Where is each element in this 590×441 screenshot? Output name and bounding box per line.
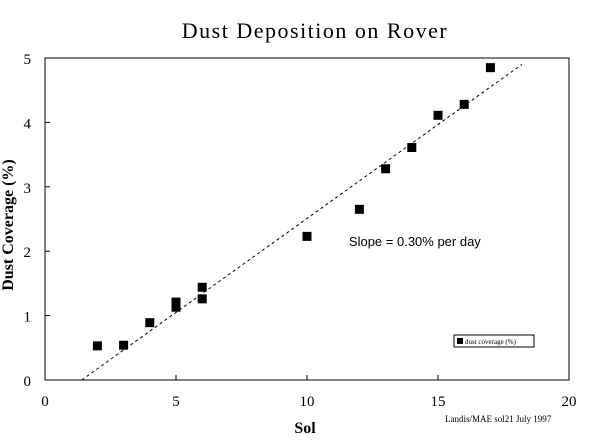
y-tick-label: 2	[24, 245, 32, 261]
legend: dust coverage (%)	[453, 334, 535, 348]
data-point	[381, 164, 391, 174]
chart-title: Dust Deposition on Rover	[182, 18, 448, 43]
data-point	[197, 282, 207, 292]
data-point	[485, 63, 495, 73]
data-point	[302, 231, 312, 241]
x-tick-label: 20	[562, 394, 577, 410]
legend-label: dust coverage (%)	[465, 338, 517, 346]
data-point	[171, 302, 181, 312]
y-tick-label: 1	[24, 310, 32, 326]
data-point	[459, 99, 469, 109]
x-tick-label: 0	[41, 394, 49, 410]
y-tick-label: 0	[24, 374, 32, 390]
y-tick-label: 5	[24, 52, 32, 68]
x-tick-label: 5	[172, 394, 180, 410]
x-tick-label: 15	[431, 394, 446, 410]
y-axis-label: Dust Coverage (%)	[0, 159, 17, 291]
data-points	[92, 63, 495, 351]
data-point	[197, 294, 207, 304]
data-point	[171, 297, 181, 307]
axes: 0 1 2 3 4 5 0 5 10 15 20	[24, 52, 577, 410]
legend-marker	[457, 338, 463, 344]
data-point	[92, 341, 102, 351]
data-point	[145, 318, 155, 328]
y-tick-label: 3	[24, 181, 32, 197]
data-point	[433, 110, 443, 120]
trendline	[81, 64, 523, 381]
data-point	[119, 340, 129, 350]
trendline-group	[81, 64, 523, 381]
legend-box	[453, 334, 535, 348]
slope-annotation: Slope = 0.30% per day	[349, 234, 481, 249]
x-tick-label: 10	[300, 394, 315, 410]
data-point	[407, 143, 417, 153]
x-axis-label: Sol	[294, 420, 316, 437]
y-tick-label: 4	[24, 116, 32, 132]
data-point	[354, 204, 364, 214]
credit-text: Landis/MAE sol21 July 1997	[445, 414, 552, 424]
